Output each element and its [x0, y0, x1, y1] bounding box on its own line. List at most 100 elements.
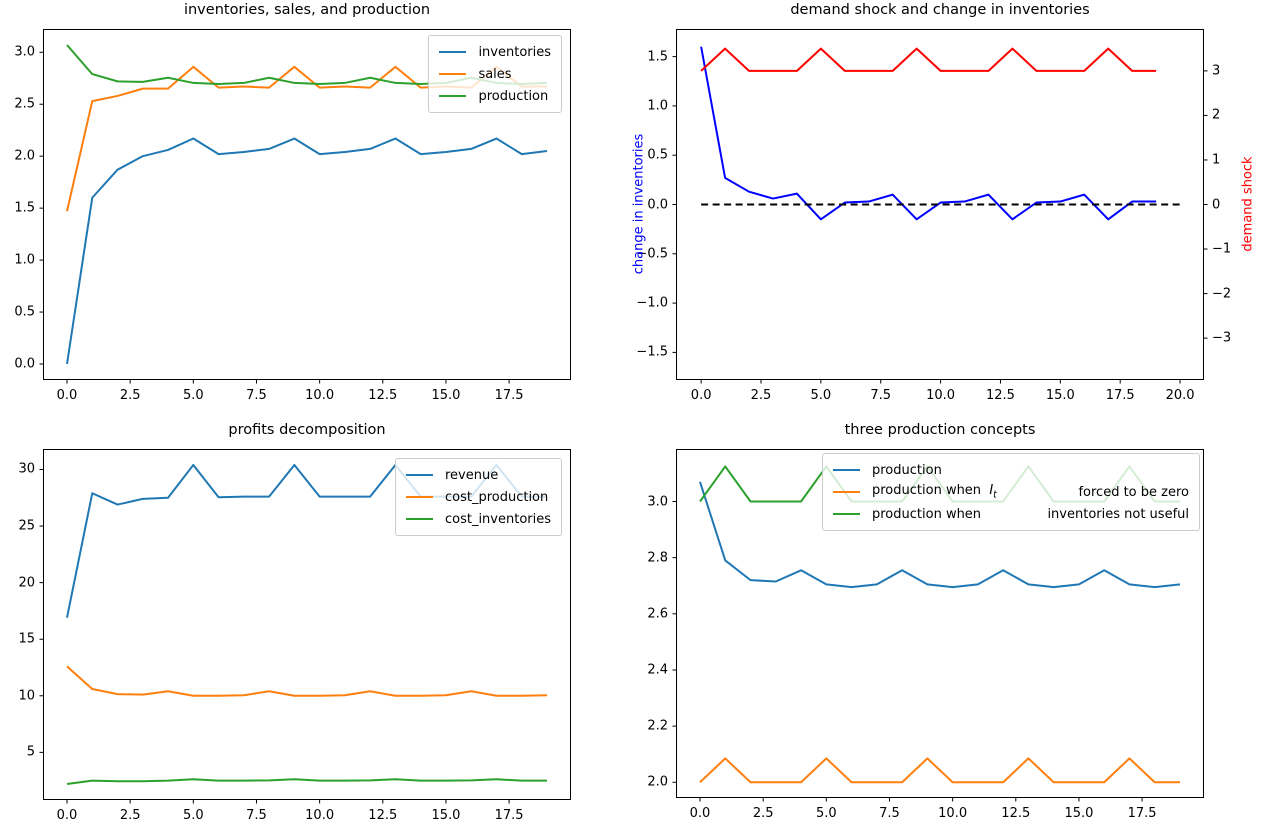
legend-label: cost_inventories [444, 511, 551, 527]
y-tick-label: 10 [18, 688, 35, 704]
change-in-inventories-line [700, 46, 1157, 221]
right-y-tick-label: 0 [1212, 197, 1221, 212]
legend-label: production when It [872, 483, 997, 501]
legend-entry-cost-inventories: cost_inventories [405, 508, 551, 530]
x-tick-label: 7.5 [246, 808, 267, 823]
x-tick-label: 0.0 [690, 388, 712, 403]
legend-label: cost_production [444, 489, 549, 505]
right-y-tick-label: −1 [1212, 241, 1232, 257]
legend: production production when It forced to be… [822, 453, 1200, 531]
x-tick-label: 5.0 [810, 388, 832, 403]
legend-line-swatch [439, 95, 467, 97]
x-tick-label: 10.0 [305, 388, 335, 403]
axes-spines [43, 449, 571, 800]
cost-inventories-line [66, 778, 547, 786]
left-y-axis-label: change in inventories [631, 133, 647, 275]
x-tick-label: 17.5 [1127, 806, 1157, 821]
x-tick-label: 0.0 [56, 808, 78, 823]
right-y-tick-label: 3 [1212, 63, 1221, 79]
legend-label: sales [478, 66, 512, 82]
right-y-tick-label: −3 [1212, 330, 1232, 346]
y-tick-label: −1.5 [636, 344, 668, 360]
y-tick-label: −1.0 [636, 295, 668, 311]
subplot-title: profits decomposition [228, 422, 386, 438]
demand-shock-line [700, 47, 1157, 72]
subplot-three-production-concepts: three production concepts 0.0 2.5 5.0 7.5 10… [647, 422, 1204, 821]
y-tick-label: −0.5 [636, 246, 668, 262]
x-tick-label: 7.5 [246, 388, 267, 403]
x-tick-label: 5.0 [182, 388, 204, 403]
right-y-axis-label: demand shock [1240, 156, 1256, 252]
legend-line-swatch [405, 496, 433, 498]
legend-entry-sales: sales [439, 63, 551, 85]
y-tick-label: 2.8 [647, 550, 668, 566]
legend-entry-production: production [439, 85, 551, 107]
legend-label: production [478, 88, 549, 104]
x-tick-label: 15.0 [431, 808, 461, 823]
x-tick-label: 15.0 [431, 388, 461, 403]
x-tick-label: 2.5 [119, 388, 141, 403]
y-tick-label: 1.0 [647, 98, 668, 114]
legend-label: inventories [478, 44, 551, 60]
x-tick-label: 7.5 [879, 806, 900, 821]
x-tick-label: 0.0 [689, 806, 711, 821]
x-tick-label: 10.0 [305, 808, 335, 823]
x-tick-label: 10.0 [926, 388, 956, 403]
axes-spines [676, 29, 1204, 380]
y-tick-label: 20 [18, 575, 35, 591]
y-tick-label: 5 [26, 744, 35, 760]
legend-line-swatch [405, 518, 433, 520]
y-tick-label: 2.0 [647, 774, 668, 790]
x-tick-label: 5.0 [182, 808, 204, 823]
y-tick-label: 3.0 [647, 494, 668, 509]
y-tick-label: 0.5 [14, 304, 35, 320]
y-tick-label: 0.0 [647, 197, 668, 212]
x-tick-label: 12.5 [1001, 806, 1031, 821]
legend-entry-production: production [833, 459, 1189, 481]
y-tick-label: 2.6 [647, 606, 668, 622]
legend: inventories sales production [428, 35, 562, 113]
y-tick-label: 1.5 [14, 200, 35, 216]
y-tick-label: 3.0 [14, 44, 35, 60]
x-tick-label: 10.0 [938, 806, 968, 821]
y-tick-label: 2.5 [14, 96, 35, 112]
legend-line-swatch [833, 469, 860, 471]
y-tick-label: 1.5 [647, 49, 668, 65]
legend-entry-production-when-i-t-forced-to-be-zero: production when It forced to be zero [833, 481, 1189, 503]
x-tick-label: 12.5 [368, 808, 398, 823]
legend-entry-inventories: inventories [439, 41, 551, 63]
x-tick-label: 12.5 [368, 388, 398, 403]
x-tick-label: 2.5 [750, 388, 772, 403]
x-tick-label: 0.0 [56, 388, 78, 403]
legend-line-swatch [439, 51, 467, 53]
legend-label-right: inventories not useful [1047, 506, 1189, 522]
right-y-tick-label: −2 [1212, 286, 1232, 302]
x-tick-label: 12.5 [985, 388, 1015, 403]
x-tick-label: 17.5 [1105, 388, 1135, 403]
legend: revenue cost_production cost_inventories [394, 458, 562, 536]
math-symbol: It [989, 483, 997, 501]
x-tick-label: 20.0 [1165, 388, 1195, 403]
right-y-tick-label: 1 [1212, 152, 1221, 168]
subplot-title: inventories, sales, and production [183, 2, 431, 18]
subplot-inventories-sales-production: inventories, sales, and production 0.0 2.… [14, 2, 571, 403]
subplot-profits-decomposition: profits decomposition 0.0 2.5 5.0 7.5 10.0 12… [18, 422, 571, 823]
x-tick-label: 2.5 [752, 806, 774, 821]
y-tick-label: 2.2 [647, 718, 668, 734]
y-tick-label: 2.4 [647, 662, 668, 678]
production-line [699, 481, 1181, 589]
x-tick-label: 7.5 [870, 388, 892, 403]
legend-line-swatch [405, 474, 433, 476]
legend-label-right: forced to be zero [1078, 484, 1189, 500]
subplot-title: three production concepts [844, 422, 1036, 438]
subplot-title: demand shock and change in inventories [790, 2, 1090, 18]
legend-entry-cost-production: cost_production [405, 486, 551, 508]
subplot-demand-shock-change-in-inventories: demand shock and change in inventories 0… [632, 2, 1256, 403]
right-y-tick-label: 2 [1212, 107, 1221, 123]
inventories-line [66, 137, 548, 365]
cost-production-line [66, 665, 548, 697]
x-tick-label: 15.0 [1045, 388, 1075, 403]
x-tick-label: 15.0 [1064, 806, 1094, 821]
legend-label: production [872, 462, 942, 478]
legend-line-swatch [833, 513, 860, 515]
